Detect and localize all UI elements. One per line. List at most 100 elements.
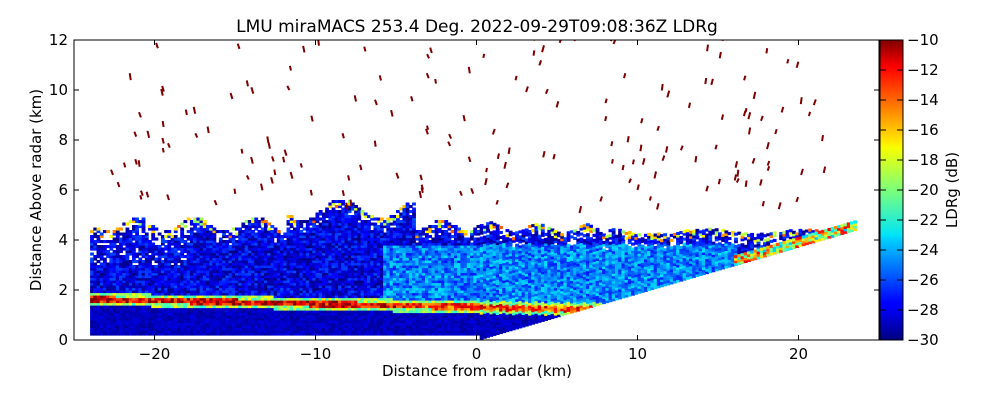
data-cell — [334, 220, 339, 224]
data-cell — [331, 320, 336, 324]
data-cell — [138, 287, 143, 291]
data-cell — [315, 237, 320, 241]
data-cell — [415, 270, 420, 274]
data-cell — [402, 330, 407, 334]
data-cell — [151, 247, 156, 251]
data-cell — [379, 330, 384, 334]
data-cell — [199, 250, 204, 254]
data-cell — [254, 305, 259, 309]
data-cell — [209, 307, 214, 311]
data-cell — [331, 280, 336, 284]
data-cell — [347, 252, 352, 256]
data-cell — [292, 305, 297, 309]
data-cell — [154, 257, 159, 261]
data-cell — [450, 332, 455, 336]
data-cell — [283, 325, 288, 329]
data-cell — [396, 232, 400, 236]
data-cell — [212, 322, 217, 326]
data-cell — [257, 247, 262, 251]
data-cell — [160, 305, 165, 309]
data-cell — [151, 225, 156, 229]
data-cell — [148, 242, 152, 246]
data-cell — [399, 302, 404, 306]
data-cell — [396, 332, 400, 336]
data-cell — [357, 305, 362, 309]
data-cell — [392, 257, 397, 261]
data-cell — [196, 265, 201, 269]
data-cell — [444, 312, 449, 316]
data-cell — [373, 290, 378, 294]
data-cell — [112, 320, 117, 324]
data-cell — [399, 220, 404, 224]
data-cell — [415, 297, 420, 301]
data-cell — [399, 257, 404, 261]
data-cell — [170, 325, 175, 329]
data-cell — [405, 267, 410, 271]
data-cell — [228, 307, 233, 311]
data-cell — [338, 280, 342, 284]
data-cell — [450, 325, 455, 329]
data-cell — [292, 277, 297, 281]
data-cell — [450, 275, 455, 279]
data-cell — [441, 262, 445, 266]
data-cell — [450, 267, 455, 271]
data-cell — [199, 300, 204, 304]
data-cell — [164, 307, 168, 311]
data-cell — [415, 287, 420, 291]
data-cell — [402, 287, 407, 291]
data-cell — [228, 290, 233, 294]
data-cell — [189, 292, 194, 296]
data-cell — [138, 302, 143, 306]
data-cell — [215, 322, 220, 326]
data-cell — [135, 330, 139, 334]
data-cell — [405, 245, 410, 249]
data-cell — [328, 262, 333, 266]
data-cell — [286, 317, 291, 321]
data-cell — [299, 237, 304, 241]
data-cell — [331, 327, 336, 331]
data-cell — [167, 277, 172, 281]
data-cell — [350, 332, 355, 336]
data-cell — [260, 292, 265, 296]
data-cell — [431, 317, 436, 321]
data-cell — [392, 222, 397, 226]
data-cell — [154, 330, 159, 334]
data-cell — [144, 240, 149, 244]
data-cell — [315, 232, 320, 236]
data-cell — [138, 265, 143, 269]
data-cell — [189, 295, 194, 299]
data-cell — [247, 287, 252, 291]
data-cell — [418, 265, 423, 269]
data-cell — [276, 265, 281, 269]
data-cell — [325, 240, 329, 244]
data-cell — [206, 265, 210, 269]
data-cell — [202, 265, 207, 269]
data-cell — [315, 290, 320, 294]
data-cell — [399, 310, 404, 314]
data-cell — [321, 295, 326, 299]
data-cell — [251, 310, 255, 314]
data-cell — [231, 252, 236, 256]
data-cell — [299, 302, 304, 306]
data-cell — [399, 292, 404, 296]
data-cell — [444, 267, 449, 271]
data-cell — [154, 275, 159, 279]
data-cell — [209, 332, 214, 336]
data-cell — [115, 302, 120, 306]
data-cell — [280, 282, 284, 286]
data-cell — [367, 302, 371, 306]
data-cell — [180, 252, 185, 256]
data-cell — [238, 315, 243, 319]
data-cell — [148, 275, 152, 279]
data-cell — [267, 237, 272, 241]
data-cell — [270, 250, 275, 254]
data-cell — [135, 255, 139, 259]
data-cell — [376, 295, 381, 299]
data-cell — [273, 312, 278, 316]
data-cell — [112, 300, 117, 304]
data-cell — [144, 265, 149, 269]
data-cell — [260, 325, 265, 329]
data-cell — [122, 295, 127, 299]
data-cell — [154, 302, 159, 306]
data-cell — [367, 265, 371, 269]
